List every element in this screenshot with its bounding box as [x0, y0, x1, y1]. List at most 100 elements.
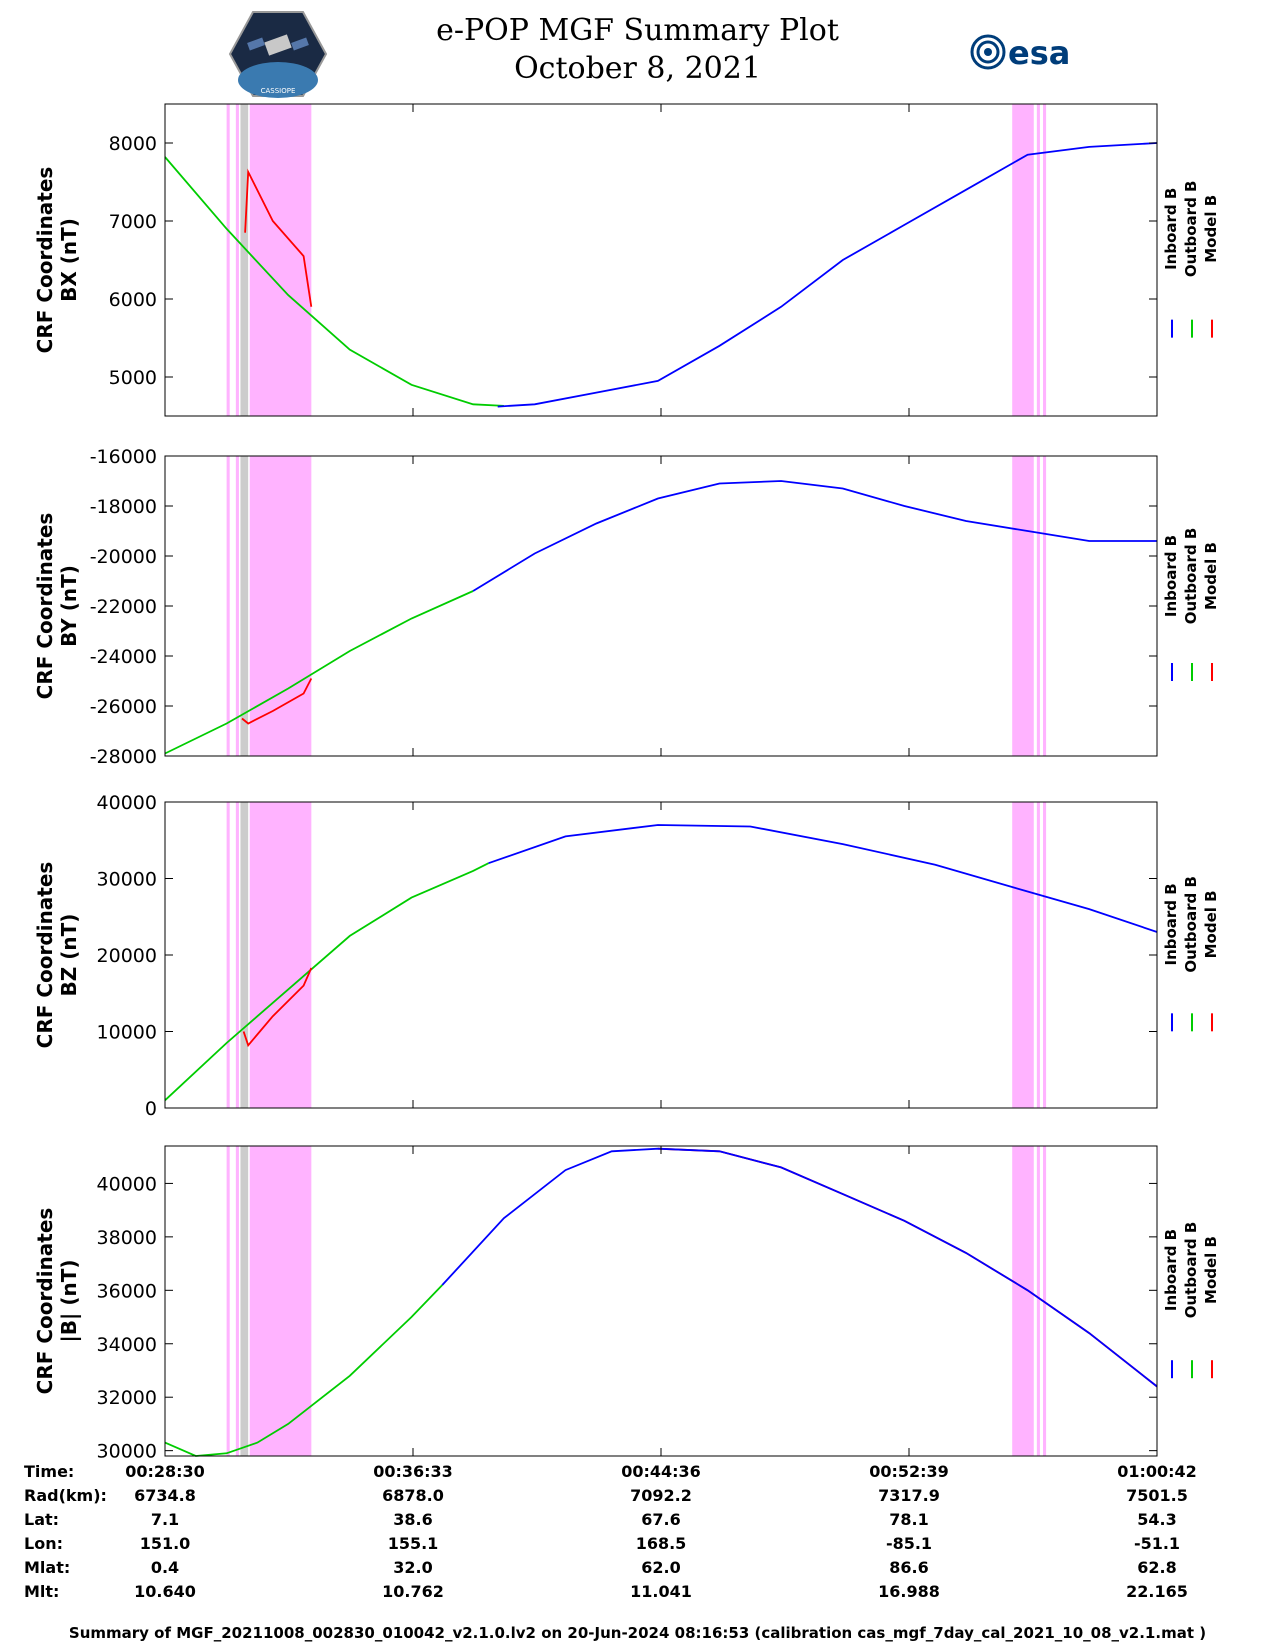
info-cell: 22.165 [1126, 1582, 1188, 1601]
highlight-band [1012, 104, 1034, 416]
y-tick-label: 0 [145, 1098, 157, 1120]
info-cell: 155.1 [387, 1534, 439, 1553]
summary-footer: Summary of MGF_20211008_002830_010042_v2… [68, 1624, 1207, 1642]
legend-label: Outboard B [1182, 528, 1200, 625]
y-tick-label: 40000 [97, 792, 157, 814]
highlight-band [235, 104, 239, 416]
y-tick-label: 6000 [109, 289, 157, 311]
info-cell: 6878.0 [382, 1486, 444, 1505]
info-cell: 78.1 [889, 1510, 929, 1529]
chart-panel-2: -28000 -26000 -24000 -22000 -20000 -18000 -160… [33, 446, 1220, 768]
highlight-band [249, 456, 312, 756]
y-axis-label: CRF Coordinates [33, 167, 57, 354]
highlight-band [226, 104, 230, 416]
chart-panel-1: 5000 6000 7000 8000 CRF Coordinates BX (nT) In… [33, 103, 1220, 417]
info-cell: 00:36:33 [373, 1462, 453, 1481]
info-row: Lon: 151.0 155.1 168.5 -85.1 -51.1 [0, 1534, 1275, 1558]
info-cell: 54.3 [1137, 1510, 1177, 1529]
info-row-label: Mlat: [24, 1558, 71, 1577]
series-line-inboard-b [488, 824, 1158, 933]
highlight-band [1012, 1146, 1034, 1456]
y-tick-label: 34000 [97, 1334, 157, 1356]
legend-label: Inboard B [1162, 535, 1180, 617]
info-row-label: Lon: [24, 1534, 63, 1553]
esa-logo: esa [970, 34, 1070, 72]
highlight-band [1036, 456, 1040, 756]
series-line-model-b [242, 967, 313, 1048]
info-cell: 86.6 [889, 1558, 929, 1577]
legend-label: Model B [1202, 195, 1220, 263]
highlight-band [226, 1146, 230, 1456]
cassiope-satellite-logo: CASSIOPE [228, 11, 328, 98]
y-tick-label: -16000 [90, 446, 157, 468]
series-line-model-b [244, 168, 313, 307]
info-cell: 00:52:39 [869, 1462, 949, 1481]
highlight-band [1012, 802, 1034, 1108]
series-line-inboard-b [441, 1147, 1158, 1388]
highlight-band [249, 802, 312, 1108]
y-tick-label: 5000 [109, 367, 157, 389]
y-tick-label: 10000 [97, 1022, 157, 1044]
info-cell: 0.4 [150, 1558, 180, 1577]
y-tick-label: 38000 [97, 1227, 157, 1249]
plot-frame [164, 1145, 1158, 1457]
plot-frame [164, 103, 1158, 417]
y-axis-label: CRF Coordinates [33, 1208, 57, 1395]
info-row-label: Lat: [24, 1510, 60, 1529]
legend-label: Outboard B [1182, 1222, 1200, 1319]
info-row: Time: 00:28:30 00:36:33 00:44:36 00:52:39 01:… [0, 1462, 1275, 1486]
highlight-band [235, 456, 239, 756]
highlight-band [235, 802, 239, 1108]
info-cell: 7501.5 [1126, 1486, 1188, 1505]
y-tick-label: -24000 [90, 646, 157, 668]
info-cell: 32.0 [393, 1558, 433, 1577]
series-line-inboard-b [472, 480, 1157, 592]
legend-label: Inboard B [1162, 1229, 1180, 1311]
series-line-inboard-b [497, 142, 1158, 408]
info-cell: 67.6 [641, 1510, 681, 1529]
info-cell: 168.5 [635, 1534, 687, 1553]
y-tick-label: 8000 [109, 133, 157, 155]
y-axis-label: BY (nT) [57, 565, 81, 647]
info-cell: 151.0 [139, 1534, 191, 1553]
y-tick-label: 20000 [97, 945, 157, 967]
highlight-band [235, 1146, 239, 1456]
info-cell: 62.0 [641, 1558, 681, 1577]
info-cell: 11.041 [630, 1582, 692, 1601]
highlight-band [1043, 104, 1047, 416]
legend-label: Model B [1202, 1236, 1220, 1304]
series-line-model-b [241, 678, 313, 725]
info-cell: 00:28:30 [125, 1462, 205, 1481]
info-cell: 7092.2 [630, 1486, 692, 1505]
info-cell: 01:00:42 [1117, 1462, 1197, 1481]
y-axis-label: CRF Coordinates [33, 513, 57, 700]
highlight-band [1012, 456, 1034, 756]
info-cell: 7317.9 [878, 1486, 940, 1505]
y-tick-label: 30000 [97, 1441, 157, 1460]
info-row: Mlat: 0.4 32.0 62.0 86.6 62.8 [0, 1558, 1275, 1582]
info-cell: 7.1 [150, 1510, 180, 1529]
y-tick-label: -20000 [90, 546, 157, 568]
chart-panel-3: 0 10000 20000 30000 40000 CRF Coordinates BZ (… [33, 792, 1220, 1120]
plot-title-block: e-POP MGF Summary Plot October 8, 2021 [0, 12, 1275, 88]
gray-band [240, 456, 249, 756]
info-cell: -85.1 [885, 1534, 933, 1553]
plot-frame [164, 455, 1158, 757]
y-axis-label: |B| (nT) [57, 1260, 81, 1343]
info-cell: -51.1 [1133, 1534, 1181, 1553]
plot-date: October 8, 2021 [514, 51, 761, 86]
legend-label: Inboard B [1162, 883, 1180, 965]
legend-label: Inboard B [1162, 188, 1180, 270]
highlight-band [1036, 802, 1040, 1108]
info-cell: 00:44:36 [621, 1462, 701, 1481]
highlight-band [226, 456, 230, 756]
y-tick-label: -18000 [90, 496, 157, 518]
series-line-model-b [657, 1147, 1158, 1388]
info-row-label: Time: [24, 1462, 75, 1481]
highlight-band [1043, 802, 1047, 1108]
y-tick-label: 40000 [97, 1173, 157, 1195]
info-row: Mlt: 10.640 10.762 11.041 16.988 22.165 [0, 1582, 1275, 1606]
y-tick-label: -22000 [90, 596, 157, 618]
series-line-outboard-b [164, 590, 474, 755]
